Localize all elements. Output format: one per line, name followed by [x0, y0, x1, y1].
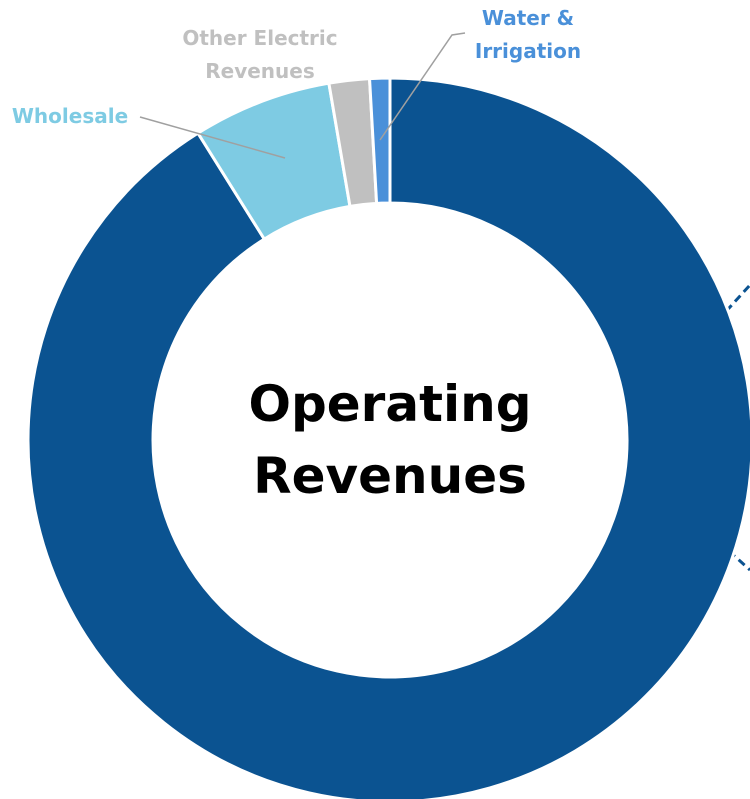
slice-label: Water & Irrigation	[474, 6, 582, 63]
center-text: Operating Revenues	[248, 375, 532, 505]
leader-line	[379, 32, 466, 141]
donut-slice	[367, 76, 392, 205]
donut-slice	[26, 76, 750, 799]
slice-label: Wholesale	[11, 104, 129, 128]
slice-label: Other Electric Revenues	[182, 26, 338, 83]
leader-line	[139, 116, 286, 159]
